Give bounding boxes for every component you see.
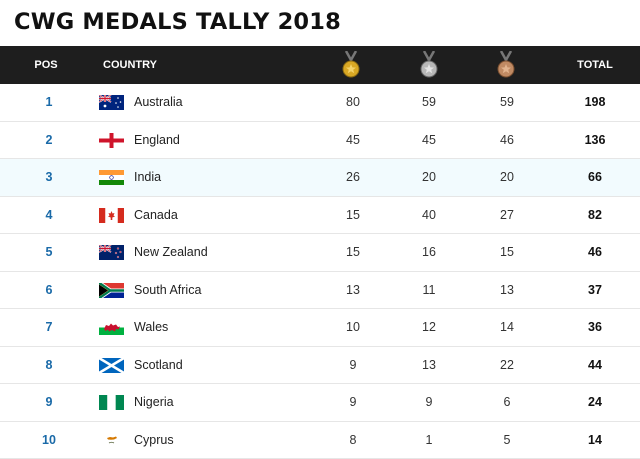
bronze-count: 27 — [485, 197, 529, 235]
country-name: England — [134, 122, 180, 160]
silver-count: 1 — [407, 422, 451, 459]
bronze-count: 22 — [485, 347, 529, 385]
bronze-count: 6 — [485, 384, 529, 422]
gold-count: 13 — [331, 272, 375, 310]
gold-count: 80 — [331, 84, 375, 122]
silver-count: 16 — [407, 234, 451, 272]
total-count: 66 — [572, 159, 618, 197]
scotland-flag-icon — [99, 358, 124, 373]
bronze-count: 20 — [485, 159, 529, 197]
australia-flag-icon — [99, 95, 124, 110]
table-row: 3 India 26 20 20 66 — [0, 159, 640, 197]
gold-count: 8 — [331, 422, 375, 459]
gold-count: 15 — [331, 234, 375, 272]
bronze-count: 15 — [485, 234, 529, 272]
silver-count: 9 — [407, 384, 451, 422]
table-row: 9 Nigeria 9 9 6 24 — [0, 384, 640, 422]
country-name: Scotland — [134, 347, 183, 385]
silver-count: 45 — [407, 122, 451, 160]
page-title: CWG MEDALS TALLY 2018 — [14, 9, 341, 35]
silver-count: 40 — [407, 197, 451, 235]
gold-count: 45 — [331, 122, 375, 160]
country-name: New Zealand — [134, 234, 208, 272]
country-name: South Africa — [134, 272, 201, 310]
total-column-header: TOTAL — [572, 46, 618, 84]
total-count: 44 — [572, 347, 618, 385]
bronze-count: 13 — [485, 272, 529, 310]
total-count: 46 — [572, 234, 618, 272]
silver-count: 11 — [407, 272, 451, 310]
canada-flag-icon — [99, 208, 124, 223]
pos-column-header: POS — [26, 46, 66, 84]
total-count: 24 — [572, 384, 618, 422]
table-row: 1 Australia 80 59 59 198 — [0, 84, 640, 122]
bronze-count: 59 — [485, 84, 529, 122]
position-cell: 10 — [26, 422, 72, 459]
table-row: 2 England 45 45 46 136 — [0, 122, 640, 160]
country-name: Canada — [134, 197, 178, 235]
table-row: 8 Scotland 9 13 22 44 — [0, 347, 640, 385]
table-header: POS COUNTRY TOTAL — [0, 46, 640, 84]
position-cell: 4 — [26, 197, 72, 235]
position-cell: 2 — [26, 122, 72, 160]
new-zealand-flag-icon — [99, 245, 124, 260]
gold-count: 26 — [331, 159, 375, 197]
total-count: 36 — [572, 309, 618, 347]
bronze-medal-icon — [497, 51, 515, 79]
gold-count: 10 — [331, 309, 375, 347]
country-name: India — [134, 159, 161, 197]
total-count: 82 — [572, 197, 618, 235]
total-count: 198 — [572, 84, 618, 122]
position-cell: 1 — [26, 84, 72, 122]
position-cell: 7 — [26, 309, 72, 347]
total-count: 14 — [572, 422, 618, 459]
silver-medal-icon — [420, 51, 438, 79]
country-column-header: COUNTRY — [103, 46, 157, 84]
position-cell: 9 — [26, 384, 72, 422]
position-cell: 6 — [26, 272, 72, 310]
table-row: 5 New Zealand 15 16 15 46 — [0, 234, 640, 272]
table-row: 10 Cyprus 8 1 5 14 — [0, 422, 640, 459]
table-row: 6 South Africa 13 11 13 37 — [0, 272, 640, 310]
gold-count: 15 — [331, 197, 375, 235]
total-count: 136 — [572, 122, 618, 160]
position-cell: 5 — [26, 234, 72, 272]
silver-count: 13 — [407, 347, 451, 385]
bronze-count: 14 — [485, 309, 529, 347]
bronze-count: 5 — [485, 422, 529, 459]
position-cell: 3 — [26, 159, 72, 197]
nigeria-flag-icon — [99, 395, 124, 410]
table-row: 7 Wales 10 12 14 36 — [0, 309, 640, 347]
country-name: Nigeria — [134, 384, 174, 422]
india-flag-icon — [99, 170, 124, 185]
england-flag-icon — [99, 133, 124, 148]
bronze-count: 46 — [485, 122, 529, 160]
gold-medal-icon — [342, 51, 360, 79]
south-africa-flag-icon — [99, 283, 124, 298]
gold-count: 9 — [331, 384, 375, 422]
table-row: 4 Canada 15 40 27 82 — [0, 197, 640, 235]
silver-count: 20 — [407, 159, 451, 197]
country-name: Wales — [134, 309, 168, 347]
silver-count: 59 — [407, 84, 451, 122]
total-count: 37 — [572, 272, 618, 310]
position-cell: 8 — [26, 347, 72, 385]
gold-count: 9 — [331, 347, 375, 385]
cyprus-flag-icon — [99, 433, 124, 448]
medals-table: POS COUNTRY TOTAL 1 — [0, 46, 640, 459]
silver-count: 12 — [407, 309, 451, 347]
country-name: Australia — [134, 84, 183, 122]
wales-flag-icon — [99, 320, 124, 335]
country-name: Cyprus — [134, 422, 174, 459]
